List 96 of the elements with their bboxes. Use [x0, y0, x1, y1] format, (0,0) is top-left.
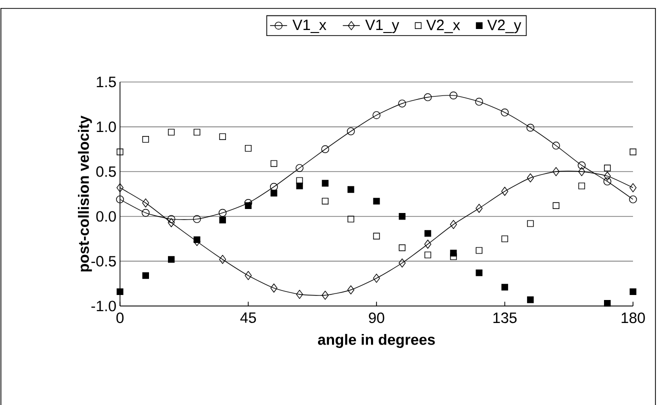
legend-label: V2_x	[426, 20, 460, 34]
legend-label: V2_y	[487, 20, 522, 34]
point	[142, 272, 149, 279]
point	[194, 128, 200, 136]
point	[346, 127, 355, 136]
point	[322, 180, 329, 187]
legend-label: V1_y	[365, 20, 400, 34]
point	[604, 164, 611, 172]
point	[552, 142, 560, 150]
point	[321, 145, 330, 154]
point	[604, 172, 611, 181]
point	[270, 190, 278, 196]
point	[373, 198, 380, 205]
legend-label: V1_x	[292, 20, 326, 34]
point	[398, 244, 406, 252]
point	[193, 215, 201, 224]
point	[116, 195, 124, 204]
point	[578, 167, 586, 176]
point	[296, 164, 304, 172]
point	[450, 92, 458, 100]
point	[476, 247, 482, 254]
point	[322, 290, 329, 300]
point	[142, 198, 150, 208]
point	[527, 220, 534, 227]
point	[424, 252, 432, 258]
point	[604, 300, 611, 307]
point	[526, 173, 534, 182]
x-tick-label: 135	[493, 312, 517, 324]
point	[578, 161, 586, 170]
y-tick-label: 1.5	[96, 76, 116, 88]
y-tick-label: 0.5	[96, 166, 116, 177]
point	[168, 128, 175, 136]
point	[296, 182, 303, 190]
point	[476, 204, 483, 213]
x-tick-label: 0	[116, 312, 124, 324]
point	[603, 178, 612, 186]
y-tick-label: 0.0	[96, 211, 116, 222]
point	[476, 270, 482, 276]
point	[347, 285, 354, 294]
point	[270, 182, 278, 191]
point	[372, 111, 380, 120]
point	[244, 144, 252, 152]
point	[270, 160, 278, 167]
point	[373, 232, 380, 240]
point	[526, 124, 534, 132]
point	[116, 288, 124, 295]
y-axis-title: post-collision velocity	[78, 116, 92, 272]
x-tick-label: 90	[368, 312, 384, 324]
point	[501, 284, 508, 291]
point	[424, 93, 432, 102]
point	[116, 148, 124, 156]
point	[322, 198, 329, 205]
x-axis-title: angle in degrees	[318, 334, 435, 348]
point	[218, 208, 227, 217]
point	[475, 98, 484, 106]
point	[373, 274, 380, 283]
point	[630, 183, 636, 192]
point	[500, 108, 509, 116]
point	[552, 202, 560, 209]
point	[270, 284, 278, 293]
point	[630, 288, 636, 295]
x-tick-label: 180	[622, 312, 645, 324]
point	[450, 250, 457, 256]
point	[142, 208, 150, 217]
point	[501, 186, 508, 196]
point	[552, 167, 560, 176]
point	[424, 240, 432, 249]
point	[116, 183, 124, 192]
y-tick-label: 1.0	[96, 122, 116, 132]
point	[348, 216, 354, 222]
x-tick-label: 45	[240, 312, 256, 323]
point	[219, 254, 226, 264]
point	[244, 271, 252, 280]
point	[168, 218, 175, 228]
point	[167, 215, 176, 224]
point	[527, 296, 534, 304]
point	[142, 136, 149, 143]
point	[296, 290, 304, 299]
point	[219, 216, 226, 224]
point	[629, 195, 637, 204]
point	[398, 258, 406, 268]
point	[348, 186, 354, 193]
y-tick-label: -0.5	[91, 256, 116, 266]
point	[244, 202, 252, 209]
y-tick-label: -1.0	[91, 300, 116, 312]
point	[578, 182, 586, 190]
point	[501, 235, 508, 242]
point	[398, 100, 406, 108]
point	[398, 213, 406, 220]
point	[630, 148, 636, 156]
point	[424, 230, 432, 237]
point	[168, 256, 175, 263]
point	[219, 133, 226, 140]
point	[450, 220, 457, 229]
point	[296, 177, 303, 184]
point	[194, 236, 200, 244]
